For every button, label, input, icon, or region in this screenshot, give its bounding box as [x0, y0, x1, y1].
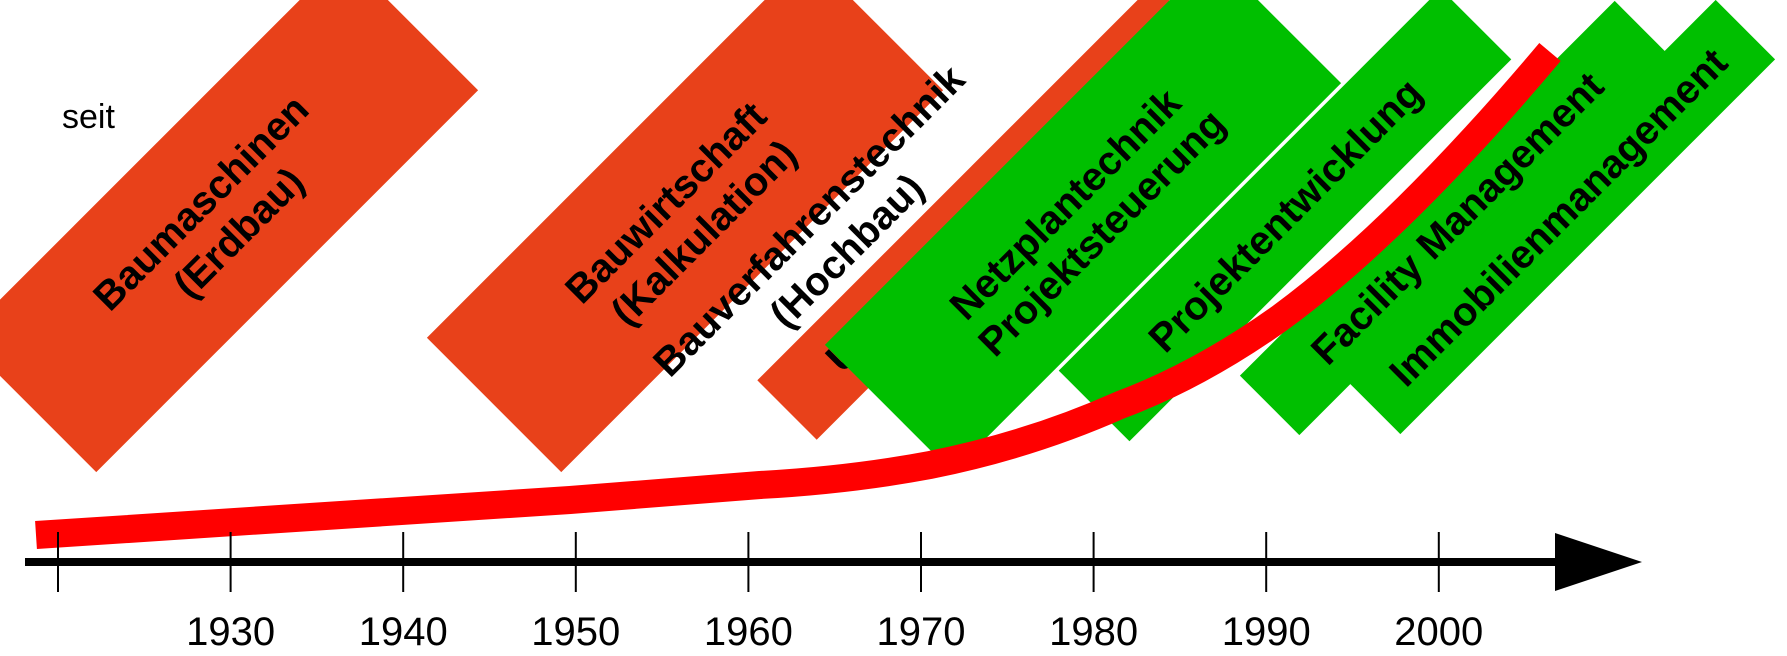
axis-ticks: 1930 1940 1950 1960 1970 1980 1990 2000 [57, 532, 1483, 654]
band-netzplantechnik-bg [824, 0, 1342, 473]
band-baumaschinen: Baumaschinen (Erdbau) [0, 0, 479, 473]
intro-text: seit [62, 98, 115, 136]
axis-tick-label: 1950 [531, 610, 620, 651]
band-projektentwicklung-bg [1058, 0, 1512, 442]
axis-tick-label: 1960 [704, 610, 793, 651]
axis-tick-label: 1940 [359, 610, 448, 651]
growth-curve [35, 42, 1561, 549]
axis-tick-label: 1990 [1222, 610, 1311, 651]
band-baumaschinen-bg [0, 0, 479, 473]
band-bauwirtschaft-bg [426, 0, 944, 473]
band-facility-management-bg [1239, 0, 1675, 436]
band-netzplantechnik: Netzplantechnik Projektsteuerung [824, 0, 1342, 473]
axis-tick-label: 1930 [186, 610, 275, 651]
axis-tick-label: 1980 [1049, 610, 1138, 651]
axis-tick-label: 2000 [1394, 610, 1483, 651]
axis-tick-label: 1970 [877, 610, 966, 651]
band-immobilienmanagement-bg [1340, 0, 1776, 435]
axis-arrow-head [1555, 533, 1642, 591]
